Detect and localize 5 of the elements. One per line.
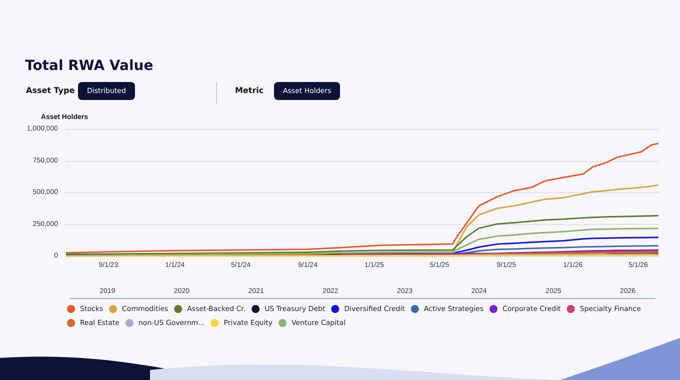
text: Asset Type — [26, 86, 75, 95]
text: Metric — [235, 86, 264, 95]
chart-title: Total RWA Value — [25, 58, 154, 74]
line-series — [65, 228, 660, 256]
line-series — [65, 142, 660, 254]
